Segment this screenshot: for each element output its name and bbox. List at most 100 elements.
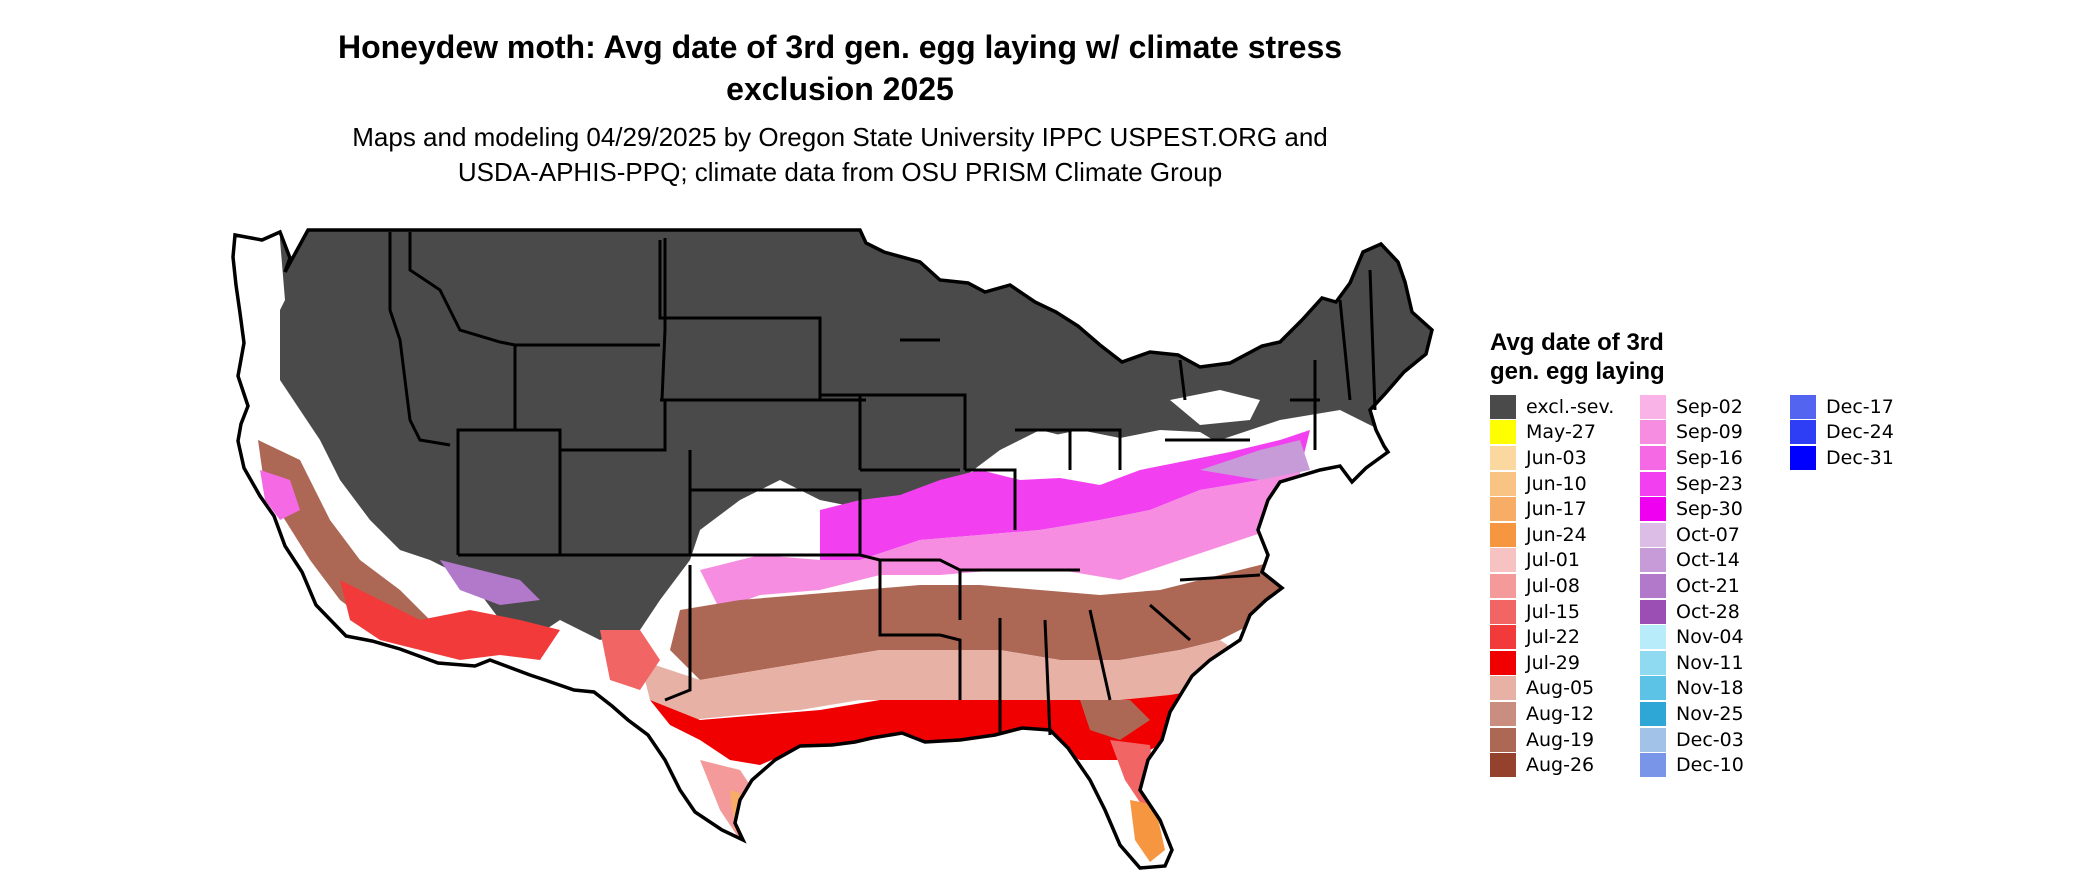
legend-title: Avg date of 3rd gen. egg laying [1490, 328, 1730, 386]
legend-label: May-27 [1526, 421, 1596, 444]
legend-item: Sep-02 [1640, 394, 1778, 420]
us-outline [231, 228, 1434, 870]
legend-swatch [1640, 394, 1666, 419]
legend-label: Dec-31 [1826, 446, 1894, 469]
map-subtitle-line1: Maps and modeling 04/29/2025 by Oregon S… [352, 122, 1328, 152]
legend-label: Nov-25 [1676, 702, 1744, 725]
legend-swatch [1640, 676, 1666, 701]
legend-item: Sep-16 [1640, 445, 1778, 471]
legend-item: Sep-23 [1640, 471, 1778, 497]
legend-label: Dec-03 [1676, 728, 1744, 751]
legend-swatch [1490, 394, 1516, 419]
region-nodata-mid-atlantic [1170, 390, 1260, 425]
legend-item: Aug-26 [1490, 752, 1628, 778]
legend-item: Nov-04 [1640, 624, 1778, 650]
legend-item: Aug-12 [1490, 701, 1628, 727]
legend-swatch [1640, 650, 1666, 675]
legend-item: Jun-03 [1490, 445, 1628, 471]
legend-swatch [1490, 727, 1516, 752]
legend-swatch [1640, 522, 1666, 547]
legend-swatch [1640, 420, 1666, 445]
legend-swatch [1490, 497, 1516, 522]
region-texas-jul [600, 630, 660, 690]
region-sep-light [700, 470, 1300, 610]
legend-item: Nov-18 [1640, 676, 1778, 702]
legend-item: Jun-17 [1490, 496, 1628, 522]
legend-item: Jul-22 [1490, 624, 1628, 650]
legend-item: Aug-05 [1490, 676, 1628, 702]
legend-swatch [1790, 420, 1816, 445]
legend-columns: excl.-sev. May-27 Jun-03 Jun-10 Jun-17 Jun-24… [1490, 394, 1960, 778]
legend-item: Dec-10 [1640, 752, 1778, 778]
legend-label: Oct-28 [1676, 600, 1740, 623]
legend-swatch [1790, 445, 1816, 470]
legend-label: Jul-22 [1526, 626, 1580, 649]
region-southwest-red [340, 580, 560, 660]
legend-item: Nov-11 [1640, 650, 1778, 676]
legend-label: Sep-23 [1676, 472, 1743, 495]
map-title: Honeydew moth: Avg date of 3rd gen. egg … [280, 26, 1400, 110]
legend-swatch [1490, 599, 1516, 624]
legend-label: Dec-24 [1826, 421, 1894, 444]
legend-swatch [1640, 599, 1666, 624]
region-aug-dark [670, 550, 1310, 680]
legend-label: Aug-05 [1526, 677, 1595, 700]
map-title-line2: exclusion 2025 [726, 71, 954, 107]
map-subtitle: Maps and modeling 04/29/2025 by Oregon S… [280, 120, 1400, 190]
legend-swatch [1490, 701, 1516, 726]
legend-item: Oct-14 [1640, 548, 1778, 574]
legend-swatch [1490, 676, 1516, 701]
legend-label: Jul-08 [1526, 574, 1580, 597]
legend-label: Oct-21 [1676, 574, 1740, 597]
legend-swatch [1790, 394, 1816, 419]
legend-label: Nov-18 [1676, 677, 1744, 700]
state-borders [388, 232, 1377, 736]
legend-item: Oct-07 [1640, 522, 1778, 548]
legend-swatch [1640, 573, 1666, 598]
legend-swatch [1640, 445, 1666, 470]
legend-label: Aug-19 [1526, 728, 1595, 751]
legend-swatch [1490, 573, 1516, 598]
legend-label: Jul-15 [1526, 600, 1580, 623]
legend-label: Aug-26 [1526, 754, 1595, 777]
legend-swatch [1640, 548, 1666, 573]
region-southwest-aug [258, 440, 460, 650]
legend-label: Jun-10 [1526, 472, 1587, 495]
legend-swatch [1640, 727, 1666, 752]
legend-label: Oct-07 [1676, 523, 1740, 546]
legend-item: Jul-15 [1490, 599, 1628, 625]
legend-swatch [1490, 625, 1516, 650]
region-florida-aug [1080, 700, 1150, 740]
legend-item: May-27 [1490, 420, 1628, 446]
legend-item: Sep-09 [1640, 420, 1778, 446]
region-nodata-northwest [236, 240, 285, 360]
map-subtitle-line2: USDA-APHIS-PPQ; climate data from OSU PR… [457, 157, 1223, 187]
legend-swatch [1640, 701, 1666, 726]
legend-item: Jun-10 [1490, 471, 1628, 497]
legend-label: Dec-10 [1676, 754, 1744, 777]
legend-item: Dec-24 [1790, 420, 1928, 446]
legend-swatch [1490, 548, 1516, 573]
legend-swatch [1490, 522, 1516, 547]
legend-column-1: excl.-sev. May-27 Jun-03 Jun-10 Jun-17 Jun-24… [1490, 394, 1628, 778]
legend-swatch [1640, 625, 1666, 650]
legend-item: Jul-29 [1490, 650, 1628, 676]
legend-label: Oct-14 [1676, 549, 1740, 572]
legend-label: Jul-29 [1526, 651, 1580, 674]
legend-item: Oct-28 [1640, 599, 1778, 625]
legend-swatch [1640, 471, 1666, 496]
legend-swatch [1640, 497, 1666, 522]
legend-swatch [1640, 753, 1666, 778]
legend-item: Jul-08 [1490, 573, 1628, 599]
legend-label: excl.-sev. [1526, 395, 1615, 418]
map-title-line1: Honeydew moth: Avg date of 3rd gen. egg … [337, 29, 1343, 65]
legend-label: Jul-01 [1526, 549, 1580, 572]
region-nodata-northeast [1030, 430, 1230, 490]
legend: Avg date of 3rd gen. egg laying excl.-se… [1490, 328, 1960, 778]
legend-column-2: Sep-02 Sep-09 Sep-16 Sep-23 Sep-30 Oct-07 Oct-… [1640, 394, 1778, 778]
legend-item: Jul-01 [1490, 548, 1628, 574]
legend-swatch [1490, 445, 1516, 470]
region-southwest-oct [440, 560, 540, 605]
legend-item: Sep-30 [1640, 496, 1778, 522]
